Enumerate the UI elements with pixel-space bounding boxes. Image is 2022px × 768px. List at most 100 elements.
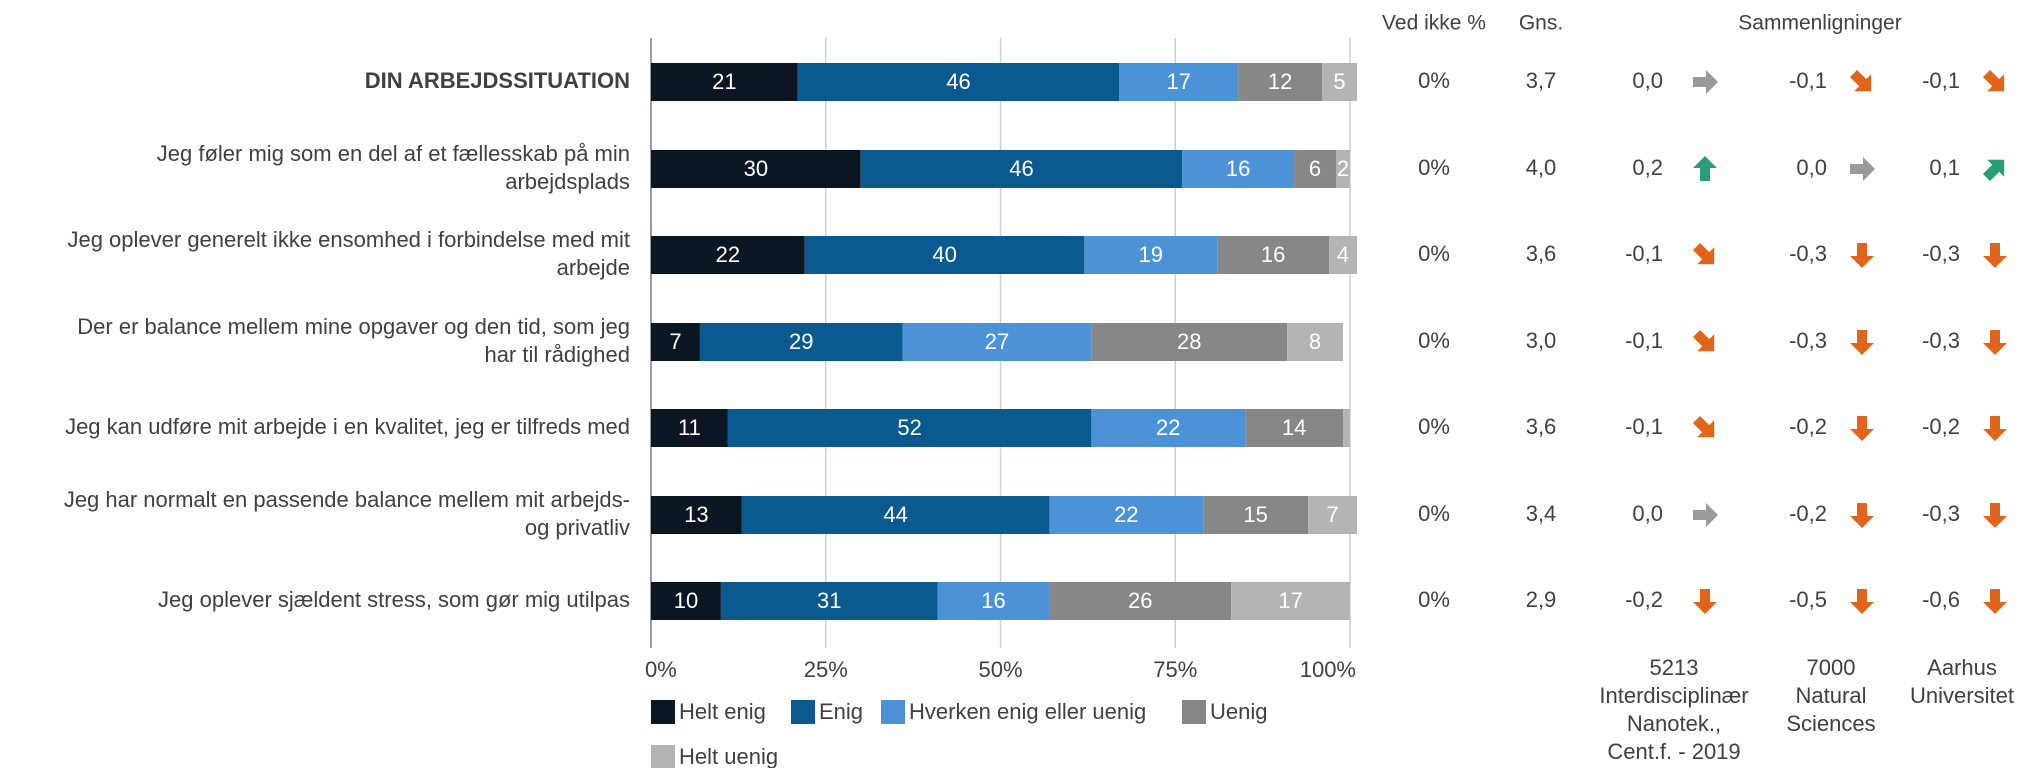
comparison-value: -0,3 (1789, 328, 1827, 353)
question-label: og privatliv (525, 515, 630, 540)
question-label: Jeg føler mig som en del af et fællesska… (157, 141, 630, 166)
ved-ikke-value: 0% (1418, 501, 1450, 526)
comparison-value: -0,2 (1625, 587, 1663, 612)
bar-segment-enig (797, 63, 1120, 101)
section-heading: DIN ARBEJDSSITUATION (365, 68, 630, 93)
bar-segment-hverken-enig-eller-uenig (1049, 496, 1204, 534)
bar-value-label: 26 (1128, 588, 1152, 613)
bar-value-label: 31 (817, 588, 841, 613)
bar-value-label: 22 (716, 242, 740, 267)
bar-value-label: 28 (1177, 329, 1201, 354)
comparison-value: 0,0 (1796, 155, 1827, 180)
bar-segment-uenig (1217, 236, 1330, 274)
arrow-up-icon (1693, 156, 1717, 181)
comparison-value: -0,1 (1625, 328, 1663, 353)
bar-value-label: 40 (932, 242, 956, 267)
arrow-down-icon (1850, 330, 1874, 355)
x-tick-label: 75% (1153, 657, 1197, 682)
arrow-down-icon (1850, 589, 1874, 614)
comparison-value: -0,2 (1789, 501, 1827, 526)
bar-value-label: 6 (1309, 156, 1321, 181)
ved-ikke-header: Ved ikke % (1382, 12, 1486, 35)
arrow-down-icon (1983, 330, 2007, 355)
bar-value-label: 10 (674, 588, 698, 613)
bar-value-label: 7 (1326, 502, 1338, 527)
legend-swatch (651, 745, 675, 768)
comparison-value: -0,3 (1922, 241, 1960, 266)
question-label: Jeg har normalt en passende balance mell… (64, 487, 630, 512)
legend-swatch (1182, 700, 1206, 724)
bar-segment-helt-enig (651, 236, 805, 274)
gns-value: 3,6 (1526, 241, 1557, 266)
comparisons-header: Sammenligninger (1738, 12, 1901, 35)
bar-value-label: 46 (946, 69, 970, 94)
bar-segment-hverken-enig-eller-uenig (1182, 150, 1295, 188)
legend-label: Helt enig (679, 699, 766, 724)
bar-segment-hverken-enig-eller-uenig (1119, 63, 1239, 101)
bar-value-label: 2 (1337, 156, 1349, 181)
bar-value-label: 14 (1282, 415, 1306, 440)
x-tick-label: 100% (1300, 657, 1356, 682)
bar-segment-helt-enig (651, 323, 700, 361)
legend-swatch (881, 700, 905, 724)
bar-value-label: 46 (1009, 156, 1033, 181)
bar-segment-helt-uenig (1287, 323, 1344, 361)
bar-segment-helt-enig (651, 150, 861, 188)
legend-label: Helt uenig (679, 744, 778, 768)
bar-value-label: 11 (678, 415, 701, 440)
gns-header: Gns. (1519, 12, 1563, 35)
gns-value: 3,7 (1526, 68, 1557, 93)
bar-value-label: 12 (1268, 69, 1292, 94)
bar-segment-hverken-enig-eller-uenig (1084, 236, 1218, 274)
comparison-value: -0,1 (1922, 68, 1960, 93)
bar-segment-uenig (1238, 63, 1323, 101)
bar-value-label: 22 (1156, 415, 1180, 440)
bar-value-label: 16 (1261, 242, 1285, 267)
bar-segment-helt-uenig (1336, 150, 1350, 188)
bar-segment-uenig (1049, 582, 1232, 620)
bar-value-label: 15 (1243, 502, 1267, 527)
bar-value-label: 27 (985, 329, 1009, 354)
bar-segment-enig (727, 409, 1092, 447)
comparison-value: -0,5 (1789, 587, 1827, 612)
question-label: Jeg oplever sjældent stress, som gør mig… (158, 587, 630, 612)
gns-value: 4,0 (1526, 155, 1557, 180)
comparison-value: -0,1 (1625, 414, 1663, 439)
gns-value: 2,9 (1526, 587, 1557, 612)
bar-segment-uenig (1245, 409, 1344, 447)
bar-segment-hverken-enig-eller-uenig (902, 323, 1092, 361)
comparison-group-label: Nanotek., (1627, 711, 1721, 736)
bar-segment-enig (720, 582, 938, 620)
row-labels: DIN ARBEJDSSITUATION Jeg føler mig som en… (64, 68, 630, 612)
bar-value-label: 5 (1333, 69, 1345, 94)
arrow-down-right-icon (1982, 69, 2005, 92)
arrow-down-icon (1983, 416, 2007, 441)
comparison-value: 0,0 (1632, 68, 1663, 93)
legend-swatch (791, 700, 815, 724)
x-tick-label: 0% (645, 657, 677, 682)
bar-segment-enig (804, 236, 1085, 274)
comparison-group-label: Natural (1796, 683, 1867, 708)
bar-segment-helt-uenig (1231, 582, 1350, 620)
stacked-bars: 21 46 17 12 530 46 16 6 222 40 19 16 47 29 27 28 811 52 22… (651, 63, 1357, 620)
arrow-flat-icon (1850, 157, 1875, 181)
question-label: Jeg kan udføre mit arbejde i en kvalitet… (65, 414, 630, 439)
arrow-down-right-icon (1692, 415, 1715, 438)
comparison-group-label: Cent.f. - 2019 (1607, 739, 1740, 764)
arrow-down-icon (1983, 589, 2007, 614)
bar-segment-helt-enig (651, 409, 728, 447)
arrow-down-icon (1850, 416, 1874, 441)
arrow-down-icon (1983, 243, 2007, 268)
bar-value-label: 19 (1139, 242, 1163, 267)
ved-ikke-value: 0% (1418, 68, 1450, 93)
question-label: Jeg oplever generelt ikke ensomhed i for… (67, 227, 630, 252)
comparison-value: 0,2 (1632, 155, 1663, 180)
arrow-down-right-icon (1849, 69, 1872, 92)
comparison-value: -0,1 (1625, 241, 1663, 266)
x-axis-ticks: 0% 25% 50% 75% 100% (645, 657, 1356, 682)
bar-value-label: 44 (883, 502, 907, 527)
bar-value-label: 16 (1226, 156, 1250, 181)
legend: Helt enig Enig Hverken enig eller uenig Uen… (651, 699, 1267, 768)
arrow-up-right-icon (1982, 159, 2005, 182)
ved-ikke-value: 0% (1418, 328, 1450, 353)
